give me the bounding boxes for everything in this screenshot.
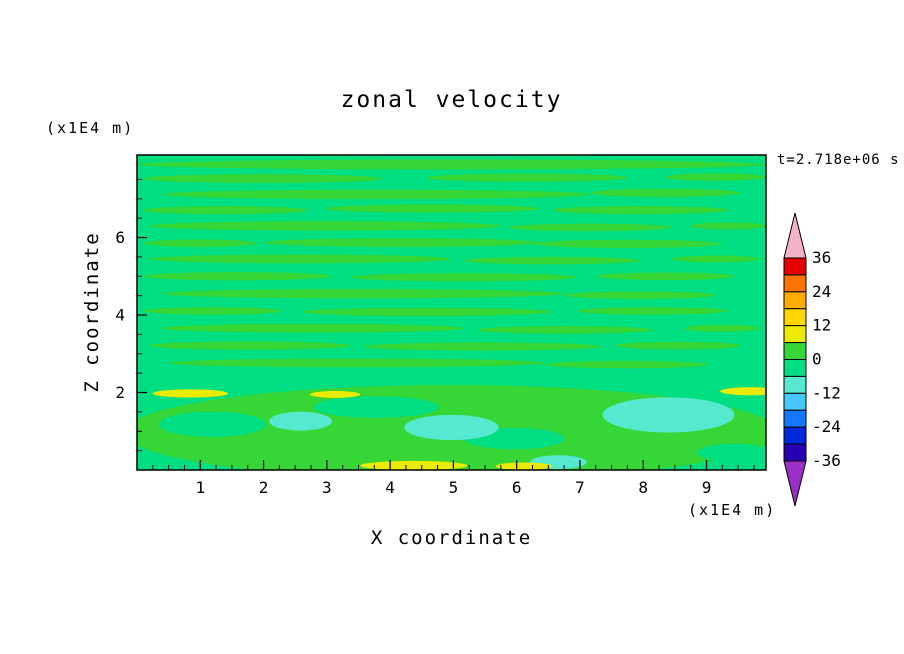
field-region — [476, 326, 653, 334]
colorbar-label: 0 — [812, 350, 822, 369]
colorbar-segment — [783, 342, 807, 361]
field-region — [696, 443, 766, 462]
colorbar-label: -12 — [812, 383, 841, 402]
x-axis-unit-label: (x1E4 m) — [688, 501, 777, 519]
field-region — [162, 323, 465, 333]
field-region — [363, 342, 603, 351]
x-tick-label: 6 — [512, 478, 522, 497]
x-tick-label: 5 — [449, 478, 459, 497]
field-region — [143, 307, 282, 315]
x-tick-label: 2 — [259, 478, 269, 497]
x-tick-label: 4 — [385, 478, 395, 497]
field-region — [564, 291, 716, 299]
field-region — [665, 173, 766, 181]
field-region — [149, 341, 351, 350]
field-region — [325, 204, 540, 213]
colorbar-label: 36 — [812, 248, 831, 267]
colorbar-segment — [783, 392, 807, 411]
chart-title: zonal velocity — [340, 87, 563, 113]
contour-field-regions — [137, 159, 766, 470]
field-region — [690, 222, 766, 230]
colorbar-segment — [783, 359, 807, 377]
colorbar-arrow-top — [783, 212, 807, 259]
colorbar-segment — [783, 443, 807, 462]
field-region — [152, 389, 229, 398]
field-region — [720, 387, 766, 396]
field-region — [671, 255, 760, 263]
field-region — [149, 254, 452, 264]
field-region — [360, 460, 468, 470]
field-region — [426, 173, 628, 182]
field-region — [589, 188, 741, 197]
field-region — [533, 239, 722, 248]
field-region — [596, 272, 735, 281]
field-region — [269, 411, 332, 431]
field-region — [552, 206, 729, 215]
field-region — [313, 396, 439, 418]
colorbar-segment — [783, 409, 807, 428]
colorbar-segment — [783, 257, 807, 276]
colorbar-label: 24 — [812, 282, 831, 301]
y-tick-label: 4 — [115, 306, 125, 325]
field-region — [602, 397, 735, 433]
field-region — [143, 239, 257, 247]
field-region — [137, 159, 766, 170]
colorbar-label: 12 — [812, 316, 831, 335]
field-region — [684, 324, 760, 332]
colorbar-segment — [783, 291, 807, 310]
y-tick-label: 2 — [115, 383, 125, 402]
field-region — [495, 462, 553, 470]
colorbar-segment — [783, 274, 807, 293]
colorbar-segment — [783, 375, 807, 394]
x-tick-label: 7 — [575, 478, 585, 497]
field-region — [262, 238, 540, 247]
colorbar-segment — [783, 426, 807, 445]
y-tick-label: 6 — [115, 228, 125, 247]
plot-frame — [136, 154, 767, 471]
field-region — [508, 223, 672, 232]
field-region — [162, 189, 590, 200]
field-region — [162, 288, 565, 299]
time-annotation: t=2.718e+06 s — [777, 152, 900, 168]
colorbar-label: -36 — [812, 451, 841, 470]
colorbar-segment — [783, 308, 807, 327]
field-region — [615, 341, 741, 350]
x-tick-label: 3 — [322, 478, 332, 497]
field-region — [149, 221, 502, 231]
field-region — [143, 206, 307, 215]
field-region — [143, 272, 332, 281]
colorbar-label: -24 — [812, 417, 841, 436]
field-region — [309, 390, 361, 398]
field-region — [577, 307, 729, 315]
y-axis-unit-label: (x1E4 m) — [46, 119, 135, 137]
colorbar-segment — [783, 325, 807, 344]
x-axis-title: X coordinate — [370, 527, 533, 549]
y-axis-title: Z coordinate — [81, 231, 103, 393]
x-tick-label: 1 — [195, 478, 205, 497]
field-region — [404, 414, 499, 441]
field-region — [159, 411, 266, 437]
colorbar-arrow-bottom — [783, 460, 807, 507]
field-region — [350, 273, 578, 282]
x-tick-label: 8 — [638, 478, 648, 497]
field-region — [545, 360, 710, 369]
field-region — [168, 358, 546, 368]
x-tick-label: 9 — [702, 478, 712, 497]
field-region — [300, 307, 553, 316]
field-region — [464, 256, 641, 265]
field-region — [143, 174, 383, 184]
